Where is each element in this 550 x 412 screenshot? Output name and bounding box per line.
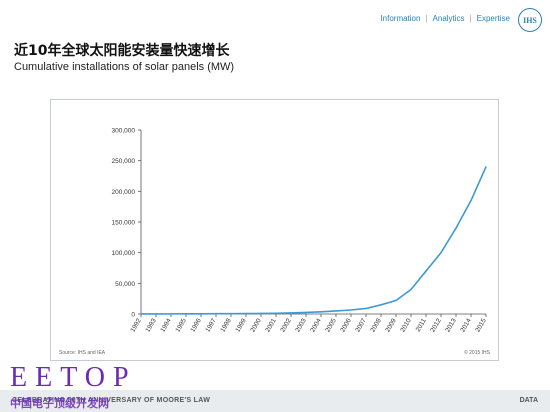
chart-copyright: © 2015 IHS: [464, 350, 490, 356]
top-navigation: Information | Analytics | Expertise: [380, 14, 510, 23]
nav-expertise-link[interactable]: Expertise: [476, 14, 510, 23]
eetop-watermark: EETOP: [10, 362, 137, 393]
data-point: [365, 307, 367, 310]
ihs-logo[interactable]: IHS: [518, 8, 542, 32]
nav-separator: |: [469, 14, 472, 23]
y-tick-label: 50,000: [115, 281, 135, 288]
data-point: [335, 310, 337, 312]
data-point: [425, 270, 427, 272]
data-point: [155, 313, 157, 315]
data-point: [290, 312, 292, 314]
data-point: [185, 313, 187, 315]
data-point: [230, 313, 232, 315]
x-tick-label: 2003: [294, 317, 307, 333]
x-tick-label: 2006: [339, 317, 352, 333]
data-point: [200, 313, 202, 315]
x-tick-label: 1997: [204, 317, 217, 333]
x-tick-label: 2005: [324, 317, 337, 333]
data-point: [440, 252, 442, 254]
x-tick-label: 2000: [249, 317, 262, 333]
x-tick-label: 2011: [415, 317, 428, 333]
data-point: [320, 311, 322, 313]
data-point: [485, 166, 487, 168]
data-point: [395, 299, 397, 302]
data-point: [350, 309, 352, 311]
x-tick-label: 2012: [429, 317, 442, 333]
data-point: [380, 304, 382, 306]
x-tick-label: 2001: [264, 317, 277, 333]
nav-analytics-link[interactable]: Analytics: [432, 14, 465, 23]
x-tick-label: 2004: [309, 317, 322, 333]
data-point: [455, 227, 457, 229]
nav-information-link[interactable]: Information: [380, 14, 421, 23]
x-tick-label: 1996: [189, 317, 202, 333]
y-tick-label: 300,000: [112, 128, 136, 135]
chart-panel: 0 50,000 100,000 150,000 200,000 250,000 300,0…: [50, 99, 499, 361]
y-tick-label: 250,000: [112, 158, 136, 165]
x-tick-label: 1999: [234, 317, 247, 333]
series-line: [140, 166, 487, 315]
page-subtitle: Cumulative installations of solar panels…: [14, 61, 235, 73]
data-point: [215, 313, 217, 315]
x-tick-label: 2009: [384, 317, 397, 333]
data-point: [275, 312, 277, 314]
nav-separator: |: [425, 14, 428, 23]
x-tick-label: 1994: [159, 317, 172, 333]
data-point: [170, 313, 172, 315]
data-point: [470, 199, 472, 202]
x-tick-label: 2014: [459, 317, 472, 333]
y-tick-label: 150,000: [112, 220, 136, 227]
x-tick-label: 2010: [399, 317, 412, 333]
x-tick-label: 1992: [129, 317, 142, 333]
x-tick-label: 1995: [174, 317, 187, 333]
y-tick-label: 0: [131, 312, 135, 319]
x-tick-label: 2007: [354, 317, 367, 333]
footer-bar: CELEBRATING 50TH ANNIVERSARY OF MOORE'S …: [0, 390, 550, 412]
y-tick-label: 100,000: [112, 250, 136, 257]
x-tick-label: 1998: [219, 317, 232, 333]
footer-tagline: CELEBRATING 50TH ANNIVERSARY OF MOORE'S …: [12, 397, 211, 404]
data-point: [305, 311, 307, 314]
x-tick-label: 1993: [144, 317, 157, 333]
line-chart: 0 50,000 100,000 150,000 200,000 250,000 300,0…: [112, 128, 488, 334]
x-tick-label: 2015: [474, 317, 487, 333]
x-tick-label: 2002: [279, 317, 292, 333]
data-point: [410, 288, 412, 291]
y-tick-label: 200,000: [112, 189, 136, 196]
chart-source: Source: IHS and IEA: [59, 350, 106, 356]
data-point: [245, 312, 247, 315]
page-title-chinese: 近10年全球太阳能安装量快速增长: [14, 43, 230, 59]
data-point: [260, 312, 262, 315]
eetop-watermark-chinese: 中国电子顶级开发网: [10, 397, 109, 410]
x-tick-label: 2008: [369, 317, 382, 333]
footer-section-label: DATA: [519, 397, 538, 404]
data-point: [140, 313, 142, 315]
x-tick-label: 2013: [444, 317, 457, 333]
